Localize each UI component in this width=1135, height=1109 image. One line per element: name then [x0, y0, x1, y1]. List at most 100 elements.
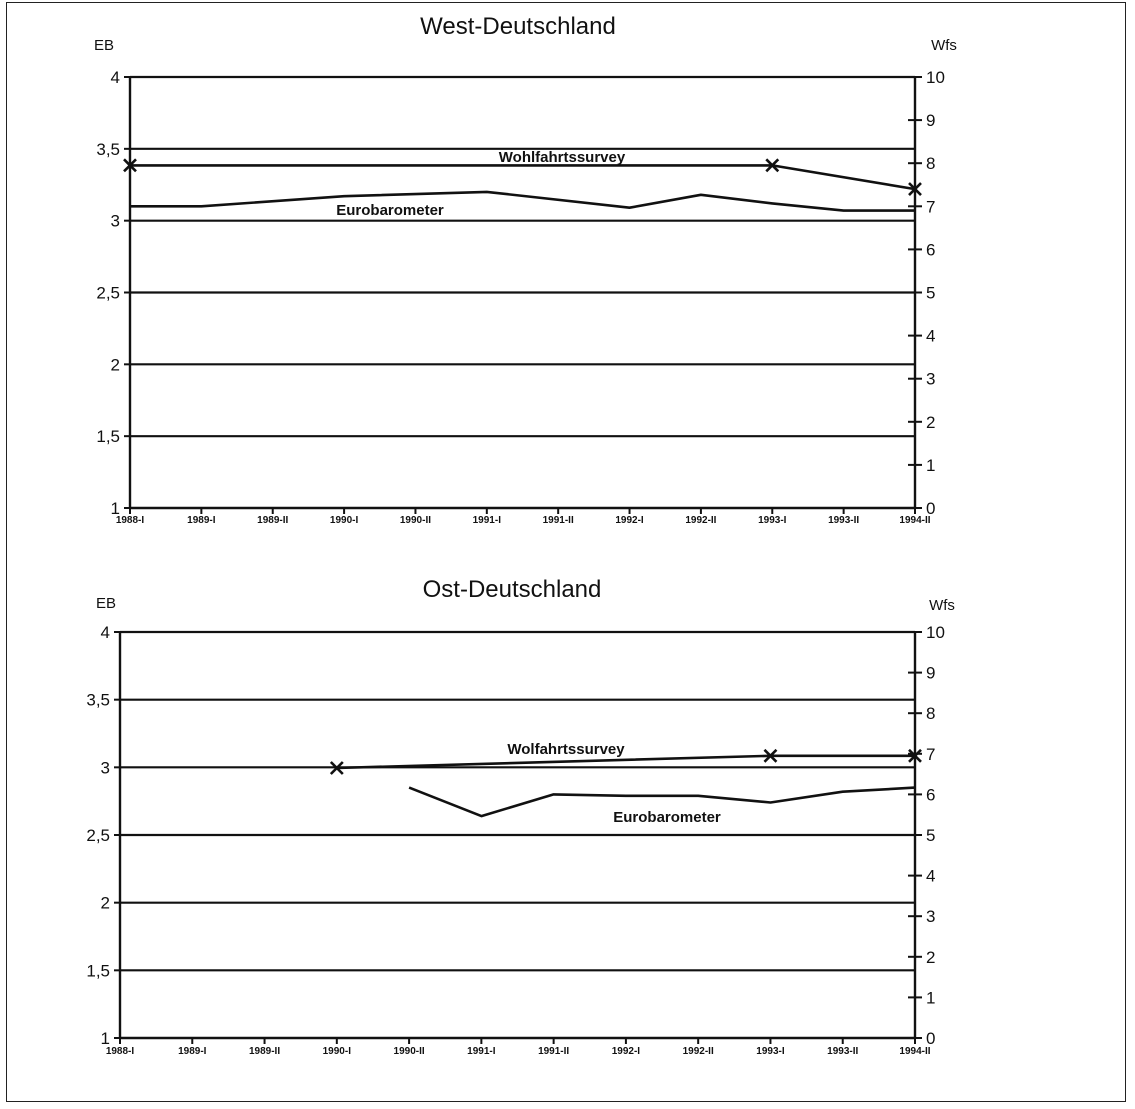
x-tick-label: 1992-II — [683, 1046, 714, 1057]
x-tick-label: 1992-I — [612, 1046, 641, 1057]
left-tick-label: 3,5 — [96, 140, 120, 159]
series-line — [130, 190, 915, 212]
marker-stroke — [908, 748, 922, 763]
chart-west: West-Deutschland EB Wfs 11,522,533,54 01… — [94, 13, 957, 526]
chart-ost: Ost-Deutschland EB Wfs 1 1,5 2 2,5 3 3,5 4 0 1 2… — [86, 576, 955, 1057]
series-label-wohlfahrtssurvey: Wohlfahrtssurvey — [499, 149, 626, 166]
x-tick-label: 1994-II — [899, 1046, 930, 1057]
right-tick-label: 0 — [926, 1029, 935, 1048]
x-tick-labels: 1988-I 1989-I 1989-II 1990-I 1990-II 1991-I 19… — [116, 508, 931, 526]
left-tick-label: 1,5 — [96, 427, 120, 446]
chart-title: West-Deutschland — [420, 13, 616, 40]
x-tick-label: 1990-I — [330, 515, 359, 526]
x-tick-label: 1991-I — [467, 1046, 496, 1057]
series-label-eurobarometer: Eurobarometer — [613, 809, 721, 826]
series-label-wolfahrtssurvey: Wolfahrtssurvey — [507, 741, 625, 758]
x-tick-label: 1989-II — [249, 1046, 280, 1057]
series-line — [408, 786, 916, 818]
x-tick-label: 1993-II — [828, 515, 859, 526]
right-tick-label: 4 — [926, 867, 935, 886]
x-tick-label: 1988-I — [116, 515, 145, 526]
series-eurobarometer — [130, 190, 915, 212]
right-tick-label: 1 — [926, 456, 935, 475]
marker-stroke — [329, 761, 344, 775]
left-tick-label: 1 — [111, 499, 120, 518]
right-axis-unit: Wfs — [931, 37, 957, 54]
series-group — [123, 158, 922, 212]
figure-frame — [6, 2, 1126, 1102]
right-tick-label: 2 — [926, 413, 935, 432]
right-tick-label: 3 — [926, 370, 935, 389]
marker-stroke — [908, 182, 922, 196]
right-tick-label: 8 — [926, 704, 935, 723]
right-tick-label: 7 — [926, 745, 935, 764]
right-tick-label: 7 — [926, 197, 935, 216]
chart-title: Ost-Deutschland — [423, 576, 602, 603]
x-tick-label: 1991-II — [543, 515, 574, 526]
right-tick-label: 0 — [926, 499, 935, 518]
x-tick-label: 1992-II — [685, 515, 716, 526]
right-axis-unit: Wfs — [929, 597, 955, 614]
left-axis-unit: EB — [96, 595, 116, 612]
right-tick-label: 2 — [926, 948, 935, 967]
x-tick-labels: 1988-I 1989-I 1989-II 1990-I 1990-II 1991-I 19… — [106, 1038, 931, 1057]
x-tick-label: 1993-I — [758, 515, 787, 526]
left-tick-label: 4 — [101, 623, 110, 642]
left-tick-label: 2 — [101, 894, 110, 913]
data-point-marker — [908, 182, 922, 196]
right-tick-label: 10 — [926, 623, 945, 642]
x-tick-label: 1991-II — [538, 1046, 569, 1057]
x-tick-label: 1994-II — [899, 515, 930, 526]
left-tick-label: 4 — [111, 68, 120, 87]
left-tick-label: 2,5 — [96, 284, 120, 303]
right-tick-label: 4 — [926, 327, 935, 346]
right-tick-label: 9 — [926, 111, 935, 130]
left-tick-label: 3,5 — [86, 691, 110, 710]
x-tick-label: 1989-I — [178, 1046, 207, 1057]
series-line — [336, 754, 915, 770]
x-tick-label: 1991-I — [473, 515, 502, 526]
right-tick-label: 10 — [926, 68, 945, 87]
x-tick-label: 1988-I — [106, 1046, 135, 1057]
right-tick-label: 5 — [926, 826, 935, 845]
right-tick-label: 5 — [926, 284, 935, 303]
left-tick-label: 1,5 — [86, 961, 110, 980]
x-tick-label: 1989-I — [187, 515, 216, 526]
data-point-marker — [908, 748, 922, 763]
x-tick-label: 1990-II — [400, 515, 431, 526]
right-tick-labels: 0 1 2 3 4 5 6 7 8 9 10 — [908, 68, 945, 518]
right-tick-label: 6 — [926, 785, 935, 804]
right-tick-label: 1 — [926, 988, 935, 1007]
grid-lines — [120, 630, 915, 972]
data-point-marker — [765, 158, 780, 173]
x-tick-label: 1990-II — [394, 1046, 425, 1057]
data-point-marker — [329, 761, 344, 775]
series-eurobarometer — [408, 786, 916, 818]
data-point-marker — [123, 158, 137, 173]
series-wolfahrtssurvey — [329, 748, 922, 775]
x-tick-label: 1990-I — [323, 1046, 352, 1057]
right-tick-labels: 0 1 2 3 4 5 6 7 8 9 10 — [908, 623, 945, 1048]
marker-stroke — [765, 158, 780, 173]
left-tick-labels: 1 1,5 2 2,5 3 3,5 4 — [86, 623, 120, 1048]
series-group — [329, 748, 922, 818]
right-tick-label: 9 — [926, 664, 935, 683]
series-wohlfahrtssurvey — [123, 158, 922, 196]
right-tick-label: 3 — [926, 907, 935, 926]
left-tick-labels: 1 1,5 2 2,5 3 3,5 4 — [96, 68, 130, 518]
x-tick-label: 1993-II — [827, 1046, 858, 1057]
right-tick-label: 8 — [926, 154, 935, 173]
data-point-marker — [763, 748, 778, 763]
left-tick-label: 2,5 — [86, 826, 110, 845]
series-line — [130, 164, 916, 191]
marker-stroke — [123, 158, 137, 173]
x-tick-label: 1993-I — [756, 1046, 785, 1057]
marker-stroke — [763, 748, 778, 763]
x-tick-label: 1992-I — [615, 515, 644, 526]
left-tick-label: 3 — [101, 758, 110, 777]
left-tick-label: 2 — [111, 355, 120, 374]
right-tick-label: 6 — [926, 240, 935, 259]
x-tick-label: 1989-II — [257, 515, 288, 526]
left-tick-label: 1 — [101, 1029, 110, 1048]
